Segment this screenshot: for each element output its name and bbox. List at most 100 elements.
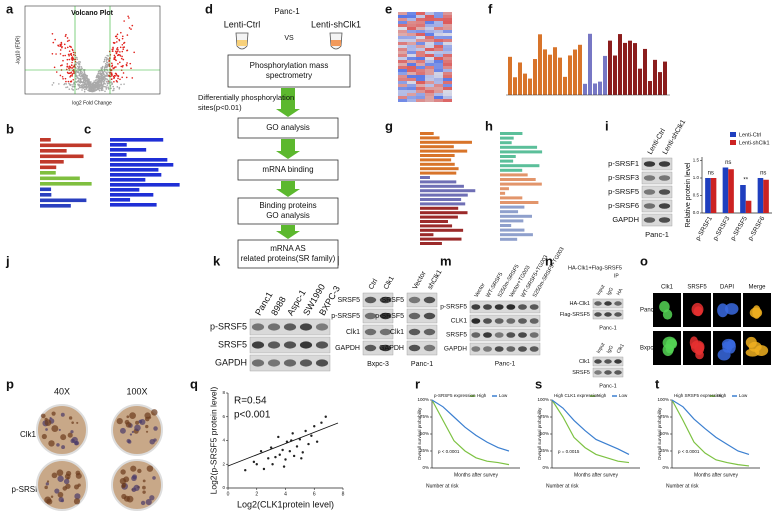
volcano-dot [95, 81, 98, 83]
volcano-dot [86, 83, 88, 86]
heat-cell [398, 72, 407, 75]
volcano-dot [110, 78, 113, 80]
bar [548, 54, 552, 95]
row-label: p-SRSF3 [608, 173, 639, 182]
y-tick-label: 50% [420, 431, 429, 436]
heat-cell [434, 36, 443, 39]
band [658, 161, 671, 167]
heat-cell [407, 99, 416, 102]
volcano-dot [103, 60, 105, 63]
volcano-dot [123, 83, 125, 85]
y-tick-label: 25% [660, 448, 669, 453]
volcano-dot [66, 63, 69, 65]
bar [538, 34, 542, 95]
bar [40, 149, 67, 153]
volcano-dot [65, 33, 67, 36]
heat-cell [443, 90, 452, 93]
stain [60, 434, 67, 441]
volcano-dot [106, 66, 108, 69]
volcano-dot [106, 54, 108, 57]
volcano-dot [81, 89, 83, 91]
band [408, 344, 421, 352]
heat-cell [434, 51, 443, 54]
cell [721, 338, 736, 350]
cell [694, 342, 705, 355]
volcano-dot [64, 35, 67, 37]
volcano-dot [116, 41, 118, 43]
heat-cell [443, 81, 452, 84]
volcano-dot [78, 74, 81, 77]
volcano-dot [79, 78, 82, 81]
heat-cell [443, 87, 452, 90]
volcano-dot [68, 39, 70, 42]
volcano-dot [116, 52, 118, 54]
volcano-dot [133, 51, 135, 54]
heat-cell [416, 30, 425, 33]
heat-cell [407, 66, 416, 69]
band [643, 217, 656, 223]
heat-cell [425, 24, 434, 27]
volcano-dot [121, 76, 123, 79]
volcano-dot [101, 78, 104, 81]
step-box [237, 197, 339, 225]
volcano-dot [90, 90, 92, 92]
label: VS [284, 35, 294, 42]
heat-cell [398, 78, 407, 81]
heat-cell [398, 45, 407, 48]
volcano-dot [63, 43, 66, 46]
band [283, 341, 297, 349]
band [423, 296, 436, 304]
volcano-dot [94, 90, 96, 92]
bar [513, 77, 517, 95]
bar [603, 55, 607, 95]
volcano-dot [71, 73, 74, 76]
stain [50, 495, 54, 498]
row-label: p-SRSF5 [210, 321, 247, 331]
volcano-dot [70, 64, 73, 66]
blot-strip [362, 324, 394, 340]
volcano-dot [112, 85, 114, 88]
bar [558, 57, 562, 95]
bar [40, 154, 84, 159]
heat-cell [398, 93, 407, 96]
volcano-dot [73, 82, 75, 85]
band [408, 296, 421, 304]
bar [420, 224, 453, 228]
lane-label: Clk1 [383, 275, 396, 291]
heat-cell [407, 51, 416, 54]
panel-letter: n [545, 253, 553, 268]
volcano-dot [119, 61, 121, 64]
stain [137, 468, 142, 474]
x-tick-label: p-SRSF1 [695, 215, 715, 242]
blot-strip [406, 340, 438, 356]
volcano-dot [107, 82, 110, 85]
volcano-dot [104, 74, 107, 77]
volcano-dot [108, 81, 111, 83]
stain [76, 421, 79, 424]
heat-cell [407, 72, 416, 75]
stain [130, 465, 137, 472]
heat-cell [407, 69, 416, 72]
volcano-dot [107, 79, 110, 82]
volcano-dot [71, 88, 73, 90]
heat-cell [398, 30, 407, 33]
heat-cell [434, 84, 443, 87]
point [307, 442, 310, 446]
stain [133, 484, 140, 491]
heat-cell [425, 15, 434, 18]
bar [110, 153, 127, 157]
heat-cell [434, 90, 443, 93]
heat-cell [443, 27, 452, 30]
bar [500, 150, 543, 154]
volcano-dot [59, 53, 62, 55]
heat-cell [398, 54, 407, 57]
bar [420, 171, 457, 175]
volcano-dot [88, 84, 91, 86]
heat-cell [398, 42, 407, 45]
volcano-dot [89, 87, 91, 90]
band [379, 296, 392, 304]
volcano-dot [84, 75, 86, 77]
bar [500, 210, 519, 214]
volcano-dot [97, 84, 100, 86]
volcano-dot [105, 71, 107, 74]
